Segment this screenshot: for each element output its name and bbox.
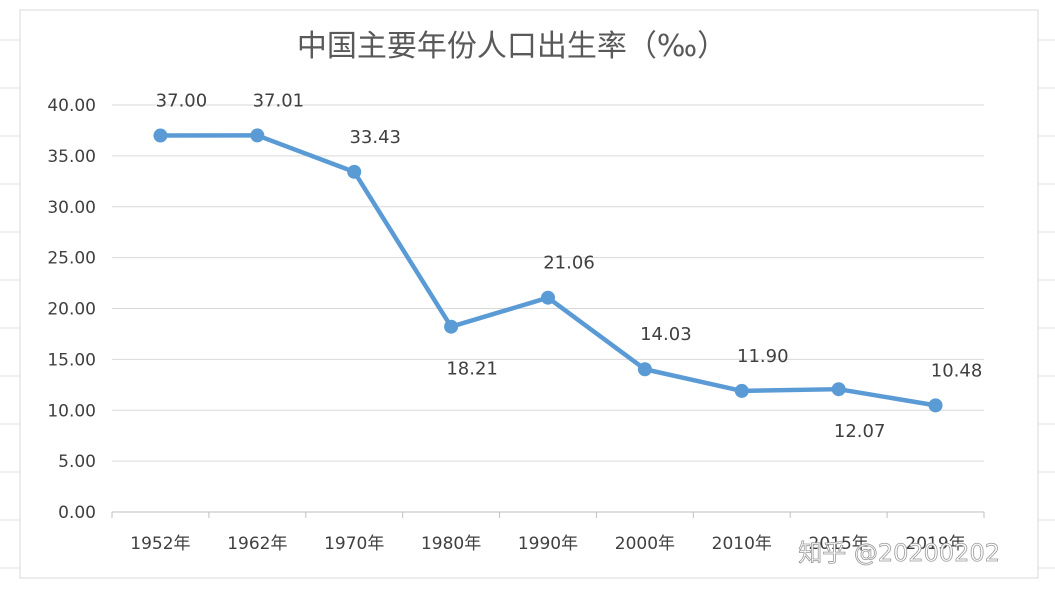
data-point — [831, 382, 846, 397]
x-tick-label: 1952年 — [130, 534, 190, 554]
x-tick-label: 1980年 — [421, 534, 481, 554]
watermark: 知乎 @20200202 — [798, 539, 1000, 567]
x-tick-label: 1970年 — [324, 534, 384, 554]
data-point — [444, 319, 459, 334]
data-label: 10.48 — [931, 360, 983, 381]
x-tick-label: 2010年 — [712, 534, 772, 554]
y-tick-label: 10.00 — [47, 401, 96, 421]
data-label: 21.06 — [543, 253, 595, 274]
chart-title: 中国主要年份人口出生率（‰） — [297, 29, 727, 64]
data-point — [250, 128, 265, 143]
data-point — [153, 128, 168, 143]
x-axis — [111, 511, 985, 518]
y-tick-label: 30.00 — [47, 198, 96, 218]
data-point — [734, 383, 749, 398]
data-labels: 37.00 37.01 33.43 18.21 21.06 14.03 11.90 12.07… — [156, 90, 983, 442]
spreadsheet-background-grid — [0, 39, 1055, 569]
data-label: 18.21 — [446, 359, 498, 380]
x-tick-label: 1962年 — [227, 534, 287, 554]
y-tick-label: 15.00 — [47, 350, 96, 370]
data-label: 33.43 — [349, 127, 401, 148]
data-label: 37.00 — [156, 91, 208, 112]
data-label: 14.03 — [640, 324, 692, 345]
data-label: 37.01 — [253, 90, 305, 111]
data-point — [928, 398, 943, 413]
y-tick-label: 20.00 — [47, 300, 96, 320]
data-label: 12.07 — [834, 421, 886, 442]
x-tick-label: 2000年 — [615, 534, 675, 554]
y-axis-ticks: 0.00 5.00 10.00 15.00 20.00 25.00 30.00 35.00 40… — [47, 96, 96, 523]
x-tick-label: 1990年 — [518, 534, 578, 554]
data-point — [347, 164, 362, 179]
y-tick-label: 40.00 — [47, 96, 96, 116]
y-tick-label: 0.00 — [58, 503, 96, 523]
x-tick-label: 2015年 — [809, 534, 869, 554]
data-point — [637, 362, 652, 377]
x-axis-ticks: 1952年 1962年 1970年 1980年 1990年 2000年 2010年 2015年… — [130, 534, 965, 554]
y-tick-label: 5.00 — [58, 452, 96, 472]
y-tick-label: 35.00 — [47, 147, 96, 167]
data-point — [541, 290, 555, 305]
series-points — [153, 128, 943, 413]
y-tick-label: 25.00 — [47, 249, 96, 269]
x-tick-label: 2019年 — [905, 534, 965, 554]
data-label: 11.90 — [737, 346, 789, 367]
y-gridlines — [112, 104, 984, 462]
